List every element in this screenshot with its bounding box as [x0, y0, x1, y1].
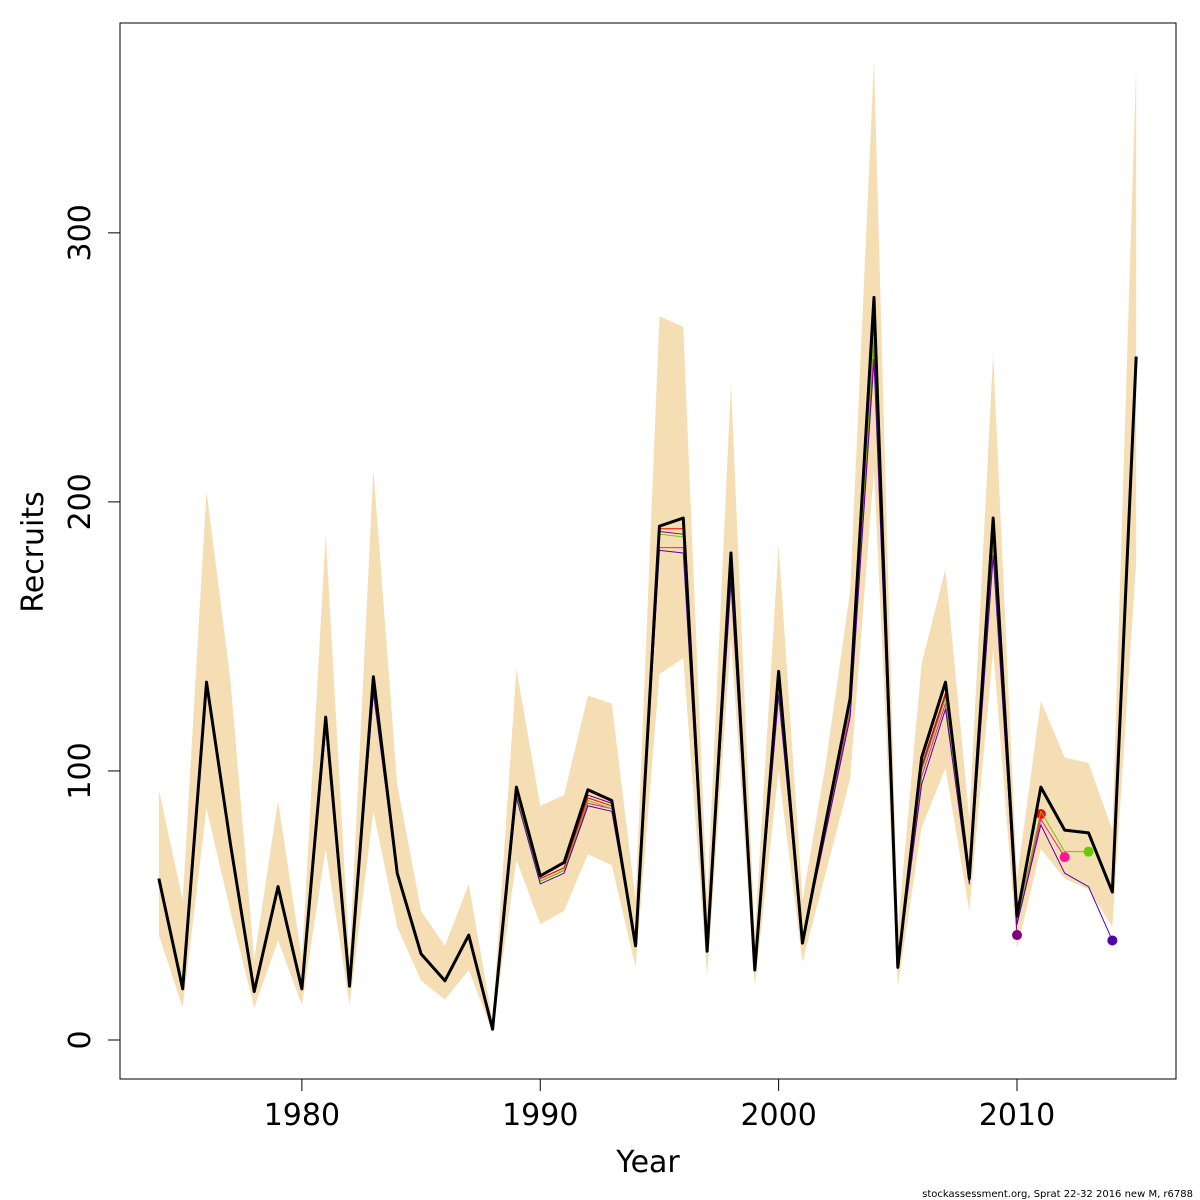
x-tick-label: 1980	[264, 1098, 340, 1133]
y-tick-label: 200	[63, 473, 98, 530]
y-axis-label: Recruits	[16, 491, 51, 613]
y-tick-label: 0	[63, 1030, 98, 1049]
x-axis-label: Year	[615, 1145, 680, 1180]
end-point	[1059, 852, 1070, 863]
end-point	[1012, 930, 1023, 941]
footer: stockassessment.org, Sprat 22-32 2016 ne…	[922, 1189, 1193, 1200]
y-tick-label: 300	[63, 204, 98, 261]
end-point	[1083, 846, 1094, 857]
y-tick-label: 100	[63, 742, 98, 799]
x-tick-label: 2000	[740, 1098, 816, 1133]
end-point	[1107, 935, 1118, 946]
x-tick-label: 2010	[979, 1098, 1055, 1133]
x-tick-label: 1990	[502, 1098, 578, 1133]
series-line	[157, 295, 1138, 1031]
confidence-band	[158, 60, 1137, 1032]
